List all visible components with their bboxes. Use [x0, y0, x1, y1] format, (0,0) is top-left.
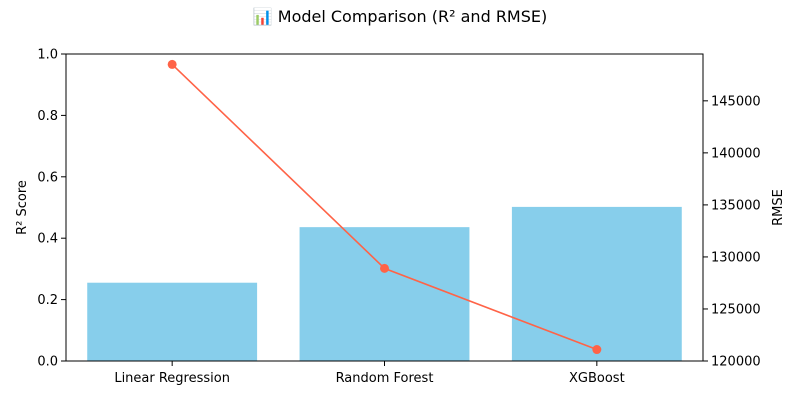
y2-tick-label-4: 140000 — [711, 146, 761, 161]
right-y-axis: 120000 125000 130000 135000 140000 145000 — [703, 94, 761, 370]
line-series-rmse — [167, 59, 602, 355]
y-tick-label-0: 0.0 — [37, 355, 58, 370]
rmse-point-0 — [167, 59, 177, 69]
y-tick-label-5: 1.0 — [37, 48, 58, 63]
y-axis-label: R² Score — [15, 180, 30, 235]
y2-tick-label-3: 135000 — [711, 198, 761, 213]
x-tick-label-0: Linear Regression — [114, 371, 230, 386]
y-tick-label-1: 0.2 — [37, 293, 58, 308]
bar-2 — [511, 206, 682, 361]
rmse-point-2 — [592, 345, 602, 355]
y2-tick-label-0: 120000 — [711, 355, 761, 370]
y-tick-label-4: 0.8 — [37, 109, 58, 124]
x-tick-label-2: XGBoost — [569, 371, 625, 386]
y2-tick-label-2: 130000 — [711, 250, 761, 265]
y-tick-label-2: 0.4 — [37, 232, 58, 247]
x-axis: Linear Regression Random Forest XGBoost — [114, 361, 625, 386]
bar-series-r2 — [87, 206, 682, 361]
y2-axis-label: RMSE — [771, 189, 786, 226]
bar-1 — [299, 227, 470, 361]
rmse-point-1 — [380, 263, 389, 273]
y2-tick-label-5: 145000 — [711, 94, 761, 109]
bar-0 — [87, 282, 258, 361]
y-tick-label-3: 0.6 — [37, 170, 58, 185]
left-y-axis: 0.0 0.2 0.4 0.6 0.8 1.0 — [37, 48, 66, 370]
x-tick-label-1: Random Forest — [336, 371, 434, 386]
y2-tick-label-1: 125000 — [711, 302, 761, 317]
chart-title: 📊 Model Comparison (R² and RMSE) — [253, 7, 548, 26]
